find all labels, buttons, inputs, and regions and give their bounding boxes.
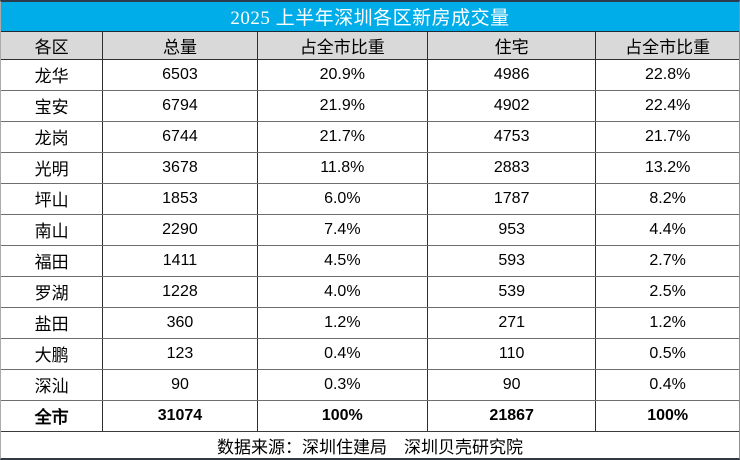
table-row: 盐田 360 1.2% 271 1.2% — [1, 307, 739, 339]
district-cell: 龙岗 — [1, 121, 104, 153]
residential-share-cell: 22.4% — [595, 90, 739, 122]
district-cell: 光明 — [1, 152, 104, 184]
total-share-cell: 21.7% — [257, 121, 429, 153]
residential-cell: 539 — [427, 276, 597, 308]
district-cell: 龙华 — [1, 59, 104, 91]
total-share-cell: 4.0% — [257, 276, 429, 308]
total-cell: 1853 — [102, 183, 258, 215]
residential-cell: 4902 — [427, 90, 597, 122]
district-cell: 大鹏 — [1, 338, 104, 370]
table-header-row: 各区 总量 占全市比重 住宅 占全市比重 — [1, 32, 739, 60]
residential-share-cell: 22.8% — [595, 59, 739, 91]
table-row: 坪山 1853 6.0% 1787 8.2% — [1, 183, 739, 215]
residential-cell: 4986 — [427, 59, 597, 91]
residential-share-cell: 1.2% — [595, 307, 739, 339]
residential-cell: 953 — [427, 214, 597, 246]
column-header-total-share: 占全市比重 — [257, 32, 429, 60]
table-row: 宝安 6794 21.9% 4902 22.4% — [1, 90, 739, 122]
total-cell: 6503 — [102, 59, 258, 91]
residential-cell: 1787 — [427, 183, 597, 215]
column-header-residential-share: 占全市比重 — [595, 32, 739, 60]
total-share-cell: 21.9% — [257, 90, 429, 122]
district-cell: 罗湖 — [1, 276, 104, 308]
district-cell: 盐田 — [1, 307, 104, 339]
residential-cell: 110 — [427, 338, 597, 370]
total-share-cell: 1.2% — [257, 307, 429, 339]
table-row: 龙华 6503 20.9% 4986 22.8% — [1, 59, 739, 91]
total-cell: 31074 — [102, 400, 258, 431]
total-cell: 3678 — [102, 152, 258, 184]
total-cell: 6744 — [102, 121, 258, 153]
data-source-row: 数据来源：深圳住建局 深圳贝壳研究院 — [1, 431, 739, 458]
residential-share-cell: 0.5% — [595, 338, 739, 370]
total-cell: 1411 — [102, 245, 258, 277]
column-header-residential: 住宅 — [427, 32, 597, 60]
residential-share-cell: 8.2% — [595, 183, 739, 215]
total-share-cell: 6.0% — [257, 183, 429, 215]
residential-cell: 90 — [427, 369, 597, 401]
district-transactions-table: 各区 总量 占全市比重 住宅 占全市比重 龙华 6503 20.9% 4986 … — [1, 32, 739, 431]
residential-cell: 4753 — [427, 121, 597, 153]
table-row: 龙岗 6744 21.7% 4753 21.7% — [1, 121, 739, 153]
table-row: 深汕 90 0.3% 90 0.4% — [1, 369, 739, 401]
data-source-text: 数据来源：深圳住建局 深圳贝壳研究院 — [217, 438, 523, 457]
total-share-cell: 4.5% — [257, 245, 429, 277]
residential-share-cell: 13.2% — [595, 152, 739, 184]
table-row: 大鹏 123 0.4% 110 0.5% — [1, 338, 739, 370]
total-share-cell: 7.4% — [257, 214, 429, 246]
total-share-cell: 11.8% — [257, 152, 429, 184]
residential-cell: 593 — [427, 245, 597, 277]
total-cell: 6794 — [102, 90, 258, 122]
column-header-district: 各区 — [1, 32, 104, 60]
residential-cell: 21867 — [427, 400, 597, 431]
residential-share-cell: 0.4% — [595, 369, 739, 401]
total-share-cell: 0.4% — [257, 338, 429, 370]
total-share-cell: 20.9% — [257, 59, 429, 91]
table-row: 南山 2290 7.4% 953 4.4% — [1, 214, 739, 246]
column-header-total: 总量 — [102, 32, 258, 60]
total-share-cell: 0.3% — [257, 369, 429, 401]
table-row: 福田 1411 4.5% 593 2.7% — [1, 245, 739, 277]
table-row: 罗湖 1228 4.0% 539 2.5% — [1, 276, 739, 308]
table-row: 光明 3678 11.8% 2883 13.2% — [1, 152, 739, 184]
residential-cell: 271 — [427, 307, 597, 339]
table-total-row: 全市 31074 100% 21867 100% — [1, 400, 739, 431]
residential-share-cell: 2.5% — [595, 276, 739, 308]
residential-share-cell: 21.7% — [595, 121, 739, 153]
district-cell: 全市 — [1, 400, 104, 431]
page-title: 2025 上半年深圳各区新房成交量 — [1, 2, 739, 32]
total-cell: 123 — [102, 338, 258, 370]
district-cell: 深汕 — [1, 369, 104, 401]
page-title-text: 2025 上半年深圳各区新房成交量 — [230, 8, 510, 29]
residential-share-cell: 4.4% — [595, 214, 739, 246]
district-cell: 福田 — [1, 245, 104, 277]
total-cell: 2290 — [102, 214, 258, 246]
residential-cell: 2883 — [427, 152, 597, 184]
total-cell: 1228 — [102, 276, 258, 308]
residential-share-cell: 100% — [647, 406, 689, 424]
table-body: 龙华 6503 20.9% 4986 22.8% 宝安 6794 21.9% 4… — [1, 59, 739, 431]
residential-share-cell: 2.7% — [595, 245, 739, 277]
total-cell: 360 — [102, 307, 258, 339]
district-cell: 南山 — [1, 214, 104, 246]
total-cell: 90 — [102, 369, 258, 401]
district-cell: 宝安 — [1, 90, 104, 122]
district-cell: 坪山 — [1, 183, 104, 215]
total-share-cell: 100% — [257, 400, 429, 431]
